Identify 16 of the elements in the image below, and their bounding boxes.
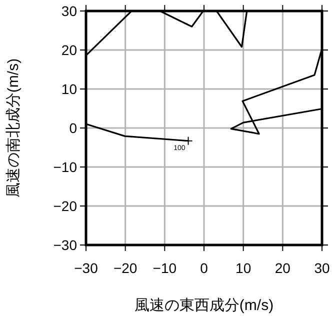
x-tick-label: −20 bbox=[113, 260, 138, 276]
x-tick-label: 0 bbox=[200, 260, 208, 276]
y-tick-label: 10 bbox=[61, 81, 78, 97]
x-tick-label: 30 bbox=[314, 260, 330, 276]
y-tick-label: −20 bbox=[53, 198, 78, 214]
x-tick-label: −30 bbox=[74, 260, 98, 276]
y-tick-label: 30 bbox=[61, 3, 78, 19]
x-tick-label: −10 bbox=[152, 260, 177, 276]
x-tick-label: 20 bbox=[274, 260, 291, 276]
y-tick-label: −10 bbox=[53, 159, 78, 175]
y-axis-title: 風速の南北成分(m/s) bbox=[5, 58, 22, 198]
y-tick-label: 0 bbox=[69, 120, 78, 136]
y-tick-label: −30 bbox=[53, 237, 78, 253]
y-tick-label: 20 bbox=[61, 42, 78, 58]
x-tick-label: 10 bbox=[236, 260, 252, 276]
x-axis-title: 風速の東西成分(m/s) bbox=[134, 297, 274, 314]
